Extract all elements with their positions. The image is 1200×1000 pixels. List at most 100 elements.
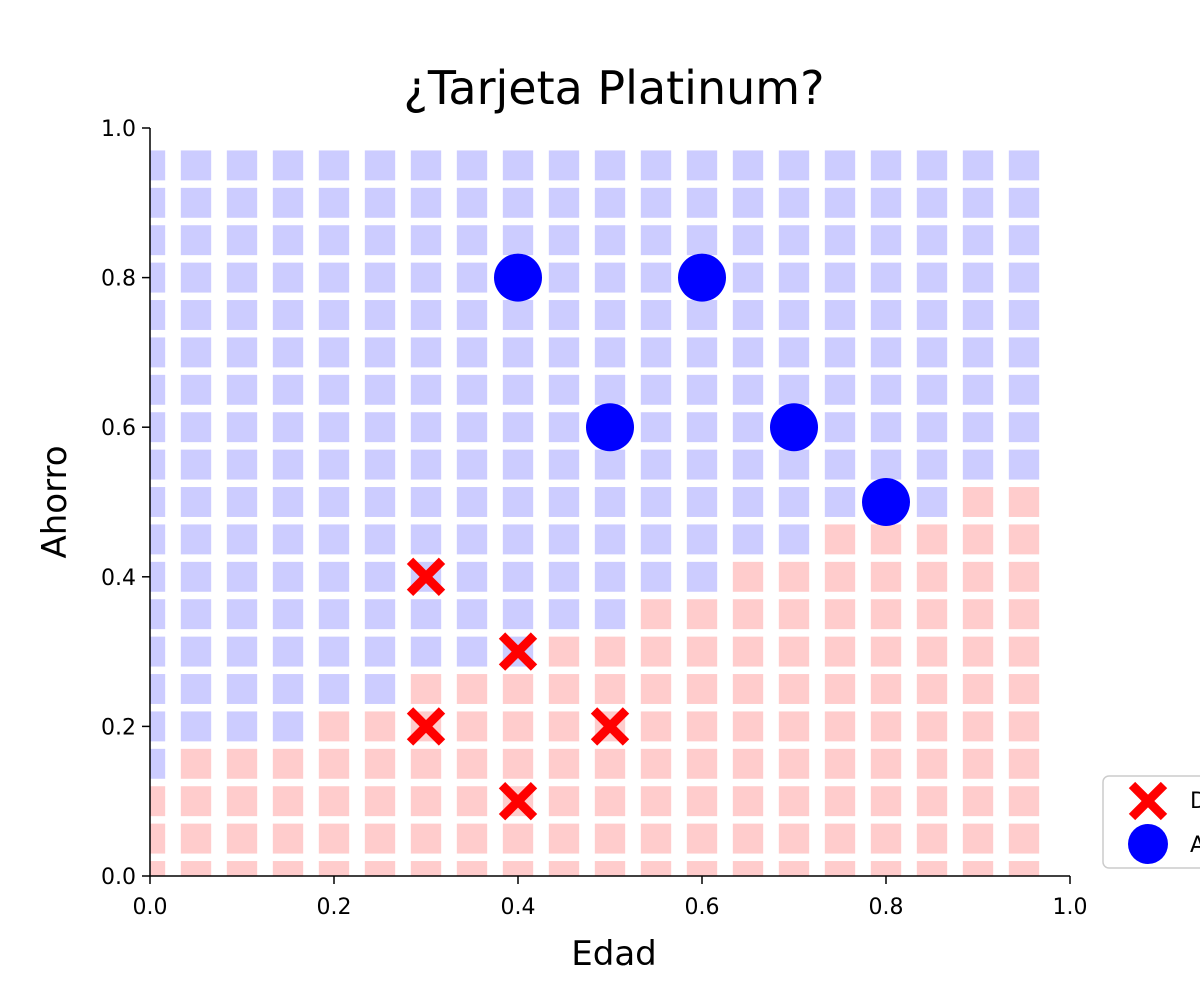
region-cell-approved [150,711,166,742]
region-cell-denied [502,823,534,854]
region-cell-approved [732,150,764,181]
region-cell-approved [732,225,764,256]
region-cell-approved [150,487,166,517]
region-cell-denied [502,711,534,742]
region-cell-approved [272,262,304,293]
region-cell-denied [778,599,810,630]
region-cell-denied [916,561,948,592]
region-cell-approved [410,337,442,368]
region-cell-approved [870,187,902,218]
region-cell-denied [916,636,948,667]
region-cell-approved [594,524,626,555]
region-cell-denied [824,748,856,779]
region-cell-approved [962,187,994,218]
region-cell-denied [456,711,488,742]
region-cell-approved [502,561,534,592]
region-cell-approved [502,150,534,181]
region-cell-denied [962,561,994,592]
region-cell-approved [272,300,304,330]
region-cell-approved [502,599,534,630]
legend-marker-circle-icon [1128,824,1168,864]
region-cell-approved [870,300,902,330]
region-cell-approved [824,337,856,368]
legend-marker-x-icon [1128,781,1168,821]
region-cell-denied [180,786,212,817]
region-cell-denied [824,711,856,742]
region-cell-approved [548,599,580,630]
region-cell-denied [686,674,718,704]
x-tick-label: 0.8 [869,895,904,920]
region-cell-denied [686,599,718,630]
region-cell-approved [318,262,350,293]
region-cell-approved [916,262,948,293]
region-cell-denied [272,823,304,854]
region-cell-approved [502,524,534,555]
region-cell-approved [732,412,764,443]
region-cell-approved [226,225,258,256]
region-cell-approved [870,337,902,368]
region-cell-approved [1008,412,1040,443]
region-cell-denied [916,861,948,876]
region-cell-approved [962,374,994,405]
region-cell-approved [272,374,304,405]
region-cell-denied [364,861,396,876]
region-cell-denied [502,748,534,779]
region-cell-approved [594,300,626,330]
region-cell-denied [1008,561,1040,592]
region-cell-approved [226,561,258,592]
region-cell-denied [180,748,212,779]
region-cell-denied [778,748,810,779]
region-cell-approved [824,374,856,405]
region-cell-denied [150,786,166,817]
y-tick-label: 1.0 [101,117,136,142]
region-cell-denied [226,748,258,779]
region-cell-approved [226,337,258,368]
region-cell-denied [410,786,442,817]
region-cell-approved [150,225,166,256]
region-cell-approved [272,599,304,630]
region-cell-approved [226,187,258,218]
region-cell-denied [686,823,718,854]
region-cell-approved [150,187,166,218]
region-cell-denied [150,861,166,876]
region-cell-denied [962,786,994,817]
region-cell-approved [594,262,626,293]
region-cell-approved [410,636,442,667]
region-cell-approved [318,636,350,667]
region-cell-approved [150,449,166,480]
region-cell-approved [824,187,856,218]
region-cell-approved [594,225,626,256]
region-cell-denied [150,823,166,854]
region-cell-approved [226,150,258,181]
region-cell-denied [962,636,994,667]
region-cell-denied [548,786,580,817]
region-cell-denied [962,823,994,854]
chart-title: ¿Tarjeta Platinum? [404,61,825,115]
region-cell-approved [686,412,718,443]
region-cell-approved [364,300,396,330]
region-cell-approved [318,337,350,368]
region-cell-denied [1008,487,1040,517]
region-cell-denied [180,861,212,876]
region-cell-approved [180,599,212,630]
region-cell-approved [180,711,212,742]
region-cell-denied [916,524,948,555]
x-tick-label: 0.6 [685,895,720,920]
region-cell-approved [150,300,166,330]
region-cell-approved [226,449,258,480]
region-cell-approved [364,337,396,368]
region-cell-approved [640,487,672,517]
region-cell-approved [226,674,258,704]
region-cell-denied [1008,861,1040,876]
region-cell-approved [410,412,442,443]
region-cell-approved [180,561,212,592]
region-cell-approved [150,599,166,630]
region-cell-approved [272,524,304,555]
y-tick-label: 0.6 [101,416,136,441]
region-cell-denied [640,674,672,704]
region-cell-denied [732,786,764,817]
region-cell-approved [778,374,810,405]
region-cell-denied [916,599,948,630]
region-cell-approved [456,187,488,218]
